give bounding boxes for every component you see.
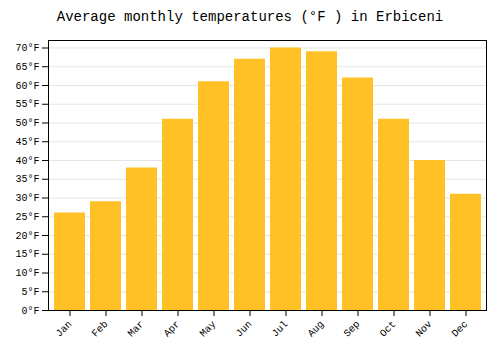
svg-text:60°F: 60°F [15, 81, 39, 92]
svg-text:Jan: Jan [54, 319, 75, 340]
svg-text:5°F: 5°F [21, 287, 39, 298]
svg-text:Oct: Oct [378, 319, 399, 340]
svg-text:Aug: Aug [306, 319, 327, 340]
svg-text:May: May [198, 319, 219, 340]
svg-text:65°F: 65°F [15, 62, 39, 73]
svg-text:Jun: Jun [234, 319, 255, 340]
svg-text:0°F: 0°F [21, 306, 39, 317]
html-text:Average monthly temperatures (: Average monthly temperatures (°F ) in Er… [56, 9, 444, 25]
svg-text:10°F: 10°F [15, 268, 39, 279]
svg-text:Nov: Nov [414, 319, 435, 340]
svg-text:Mar: Mar [126, 319, 147, 340]
svg-text:20°F: 20°F [15, 231, 39, 242]
svg-text:Apr: Apr [162, 319, 183, 340]
svg-text:35°F: 35°F [15, 174, 39, 185]
svg-text:25°F: 25°F [15, 212, 39, 223]
svg-text:70°F: 70°F [15, 43, 39, 54]
svg-text:45°F: 45°F [15, 137, 39, 148]
svg-text:40°F: 40°F [15, 156, 39, 167]
svg-text:Dec: Dec [450, 319, 471, 340]
svg-text:Feb: Feb [90, 319, 111, 340]
svg-text:15°F: 15°F [15, 249, 39, 260]
svg-text:55°F: 55°F [15, 99, 39, 110]
svg-text:Sep: Sep [342, 319, 363, 340]
svg-text:50°F: 50°F [15, 118, 39, 129]
svg-text:30°F: 30°F [15, 193, 39, 204]
svg-text:Jul: Jul [270, 319, 291, 340]
